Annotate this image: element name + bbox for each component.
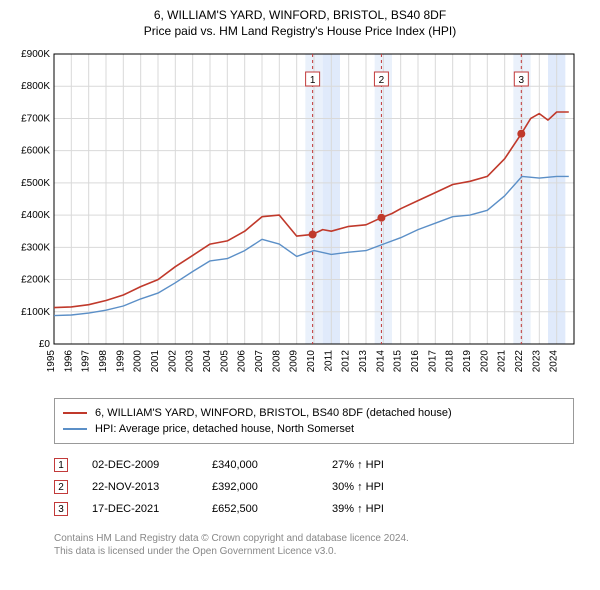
svg-text:2017: 2017: [427, 350, 438, 373]
svg-text:1999: 1999: [115, 350, 126, 373]
svg-text:1996: 1996: [63, 350, 74, 373]
svg-text:1: 1: [310, 75, 316, 86]
svg-text:2022: 2022: [514, 350, 525, 373]
svg-text:£700K: £700K: [21, 113, 50, 124]
svg-text:2009: 2009: [289, 350, 300, 373]
transaction-delta: 27% ↑ HPI: [332, 459, 452, 471]
footer-line-2: This data is licensed under the Open Gov…: [54, 545, 574, 558]
svg-text:£300K: £300K: [21, 242, 50, 253]
svg-text:2005: 2005: [219, 350, 230, 373]
legend-label: 6, WILLIAM'S YARD, WINFORD, BRISTOL, BS4…: [95, 407, 452, 419]
title-block: 6, WILLIAM'S YARD, WINFORD, BRISTOL, BS4…: [10, 8, 590, 38]
transaction-price: £392,000: [212, 481, 332, 493]
transaction-marker: 2: [54, 480, 68, 494]
svg-text:2013: 2013: [358, 350, 369, 373]
svg-text:1997: 1997: [81, 350, 92, 373]
legend: 6, WILLIAM'S YARD, WINFORD, BRISTOL, BS4…: [54, 398, 574, 444]
svg-text:£400K: £400K: [21, 210, 50, 221]
svg-text:2008: 2008: [271, 350, 282, 373]
svg-text:£0: £0: [39, 339, 51, 350]
svg-text:£100K: £100K: [21, 307, 50, 318]
svg-text:1995: 1995: [46, 350, 57, 373]
title-line-1: 6, WILLIAM'S YARD, WINFORD, BRISTOL, BS4…: [10, 8, 590, 22]
svg-text:2015: 2015: [393, 350, 404, 373]
svg-text:1998: 1998: [98, 350, 109, 373]
transaction-marker: 1: [54, 458, 68, 472]
footer: Contains HM Land Registry data © Crown c…: [54, 532, 574, 558]
legend-label: HPI: Average price, detached house, Nort…: [95, 423, 354, 435]
transaction-date: 17-DEC-2021: [92, 503, 212, 515]
line-chart: £0 £100K £200K £300K £400K £500K £600K £700K £80…: [10, 48, 590, 388]
svg-text:2021: 2021: [497, 350, 508, 373]
svg-text:2016: 2016: [410, 350, 421, 373]
svg-text:2023: 2023: [531, 350, 542, 373]
svg-text:2019: 2019: [462, 350, 473, 373]
transaction-row: 1 02-DEC-2009£340,00027% ↑ HPI: [54, 454, 574, 476]
svg-text:3: 3: [519, 75, 525, 86]
svg-text:2024: 2024: [549, 350, 560, 373]
chart-container: 6, WILLIAM'S YARD, WINFORD, BRISTOL, BS4…: [0, 0, 600, 568]
svg-text:2020: 2020: [479, 350, 490, 373]
svg-text:£900K: £900K: [21, 49, 50, 60]
transaction-delta: 39% ↑ HPI: [332, 503, 452, 515]
svg-text:2003: 2003: [185, 350, 196, 373]
footer-line-1: Contains HM Land Registry data © Crown c…: [54, 532, 574, 545]
svg-text:2004: 2004: [202, 350, 213, 373]
svg-text:2001: 2001: [150, 350, 161, 373]
transactions-table: 1 02-DEC-2009£340,00027% ↑ HPI 2 22-NOV-201…: [54, 454, 574, 520]
svg-text:2014: 2014: [375, 350, 386, 373]
svg-text:£600K: £600K: [21, 146, 50, 157]
legend-row: 6, WILLIAM'S YARD, WINFORD, BRISTOL, BS4…: [63, 405, 565, 421]
svg-text:2011: 2011: [323, 350, 334, 372]
transaction-row: 3 17-DEC-2021£652,50039% ↑ HPI: [54, 498, 574, 520]
svg-text:2010: 2010: [306, 350, 317, 373]
svg-text:2007: 2007: [254, 350, 265, 373]
svg-text:2006: 2006: [237, 350, 248, 373]
svg-text:2000: 2000: [133, 350, 144, 373]
legend-row: HPI: Average price, detached house, Nort…: [63, 421, 565, 437]
transaction-date: 02-DEC-2009: [92, 459, 212, 471]
legend-swatch: [63, 428, 87, 430]
svg-text:£200K: £200K: [21, 275, 50, 286]
svg-text:2002: 2002: [167, 350, 178, 373]
chart-area: £0 £100K £200K £300K £400K £500K £600K £700K £80…: [10, 48, 590, 388]
svg-text:2012: 2012: [341, 350, 352, 373]
transaction-delta: 30% ↑ HPI: [332, 481, 452, 493]
transaction-price: £340,000: [212, 459, 332, 471]
svg-text:2018: 2018: [445, 350, 456, 373]
svg-text:£500K: £500K: [21, 178, 50, 189]
transaction-date: 22-NOV-2013: [92, 481, 212, 493]
legend-swatch: [63, 412, 87, 414]
transaction-marker: 3: [54, 502, 68, 516]
svg-text:£800K: £800K: [21, 81, 50, 92]
svg-text:2: 2: [379, 75, 385, 86]
title-line-2: Price paid vs. HM Land Registry's House …: [10, 24, 590, 38]
transaction-price: £652,500: [212, 503, 332, 515]
transaction-row: 2 22-NOV-2013£392,00030% ↑ HPI: [54, 476, 574, 498]
